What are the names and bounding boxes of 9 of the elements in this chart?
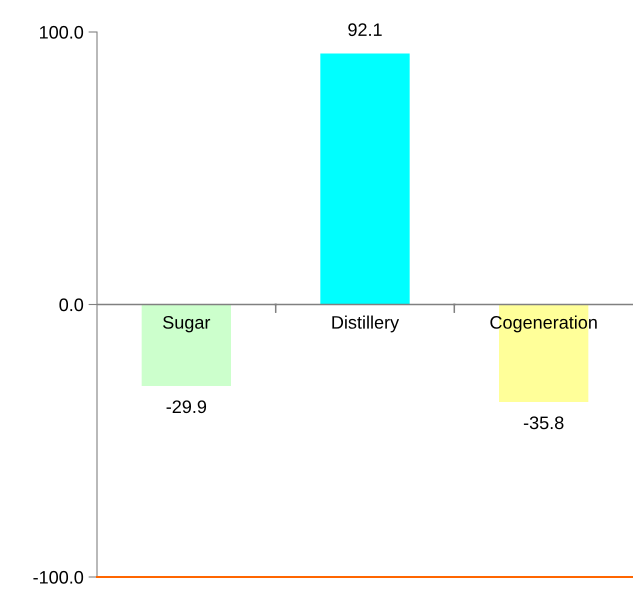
data-label: 92.1 (348, 23, 382, 36)
data-label: -35.8 (524, 416, 564, 430)
x-tick-label: Cogeneration (490, 316, 597, 332)
y-tick-label: -100.0 (33, 570, 84, 584)
y-tick-label: 100.0 (40, 26, 84, 39)
x-tick-label: Distillery (332, 316, 400, 332)
x-tick-label: Sugar (163, 316, 210, 332)
data-label: -29.9 (166, 400, 206, 414)
y-tick-label: 0.0 (59, 298, 84, 312)
